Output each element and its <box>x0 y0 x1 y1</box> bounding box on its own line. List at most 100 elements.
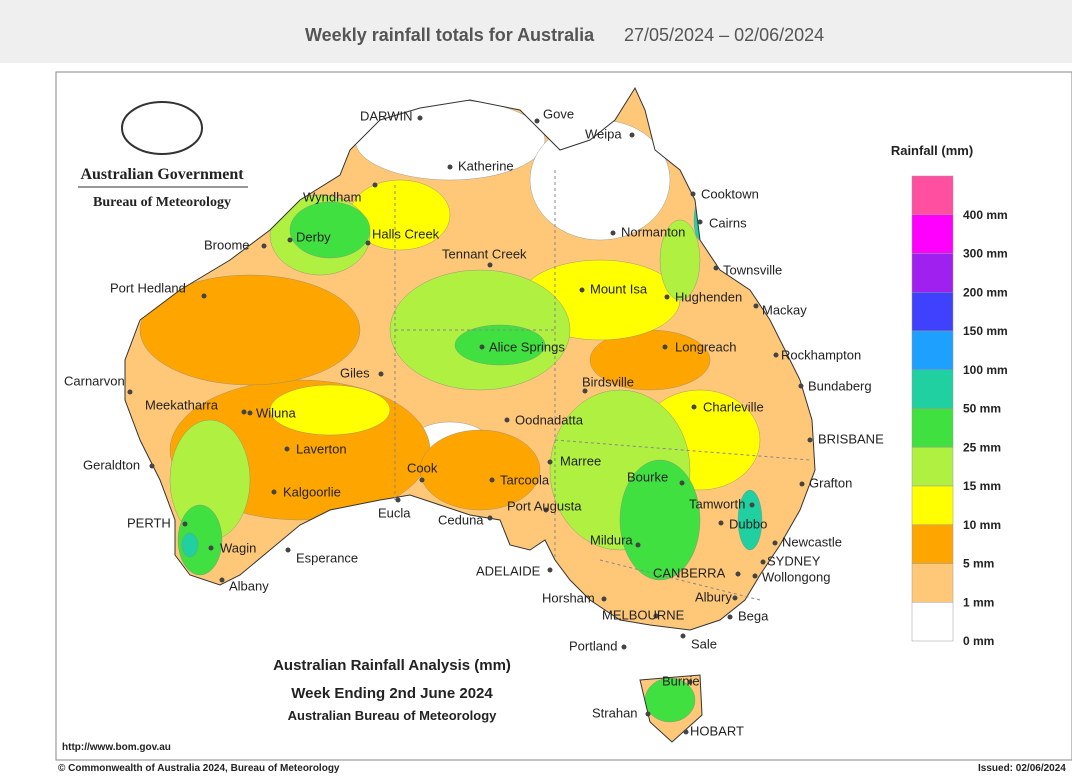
city-label: Wollongong <box>762 569 830 584</box>
city-dot <box>149 463 155 469</box>
city-label: Normanton <box>621 224 685 239</box>
city-dot <box>662 344 668 350</box>
legend-swatch <box>911 485 954 525</box>
city-dot <box>732 595 738 601</box>
city-label: Longreach <box>675 339 736 354</box>
city-dot <box>653 613 659 619</box>
rainfall-zone <box>659 219 701 301</box>
legend-label: 0 mm <box>963 634 994 648</box>
city-dot <box>635 542 641 548</box>
rainfall-zone <box>181 532 199 558</box>
city-dot <box>601 596 607 602</box>
city-dot <box>287 237 293 243</box>
legend-label: 200 mm <box>963 285 1008 299</box>
city-dot <box>271 489 277 495</box>
legend-label: 10 mm <box>963 518 1001 532</box>
city-dot <box>713 265 719 271</box>
city-dot <box>247 410 253 416</box>
city-dot <box>543 507 549 513</box>
city-label: Albury <box>695 589 732 604</box>
copyright: © Commonwealth of Australia 2024, Bureau… <box>58 763 340 774</box>
city-label: Eucla <box>378 505 411 520</box>
city-label: Mildura <box>590 532 633 547</box>
city-dot <box>772 540 778 546</box>
logo-agency: Australian Government <box>80 166 244 183</box>
city-dot <box>735 571 741 577</box>
legend-label: 100 mm <box>963 363 1008 377</box>
legend-swatch <box>911 214 954 254</box>
city-label: Geraldton <box>83 457 140 472</box>
legend-label: 25 mm <box>963 440 1001 454</box>
city-label: Marree <box>560 453 601 468</box>
city-label: Oodnadatta <box>515 412 584 427</box>
city-dot <box>621 644 627 650</box>
city-label: Townsville <box>723 262 782 277</box>
city-dot <box>182 521 188 527</box>
city-dot <box>241 409 247 415</box>
rainfall-zone <box>619 459 701 581</box>
city-label: HOBART <box>690 723 744 738</box>
city-dot <box>752 573 758 579</box>
city-dot <box>697 219 703 225</box>
city-dot <box>582 388 588 394</box>
city-label: Carnarvon <box>64 373 125 388</box>
city-dot <box>534 118 540 124</box>
city-dot <box>760 559 766 565</box>
city-dot <box>219 577 225 583</box>
city-label: Port Hedland <box>110 280 186 295</box>
city-dot <box>372 182 378 188</box>
rainfall-zone <box>139 274 361 386</box>
rainfall-zone <box>269 384 391 436</box>
city-label: Dubbo <box>729 516 767 531</box>
city-label: Laverton <box>296 441 347 456</box>
city-dot <box>504 417 510 423</box>
map-subtitle: Week Ending 2nd June 2024 <box>291 685 493 702</box>
url: http://www.bom.gov.au <box>62 742 171 753</box>
city-label: Sale <box>691 636 717 651</box>
logo: Australian Government Bureau of Meteorol… <box>78 101 248 210</box>
city-label: Meekatharra <box>145 397 219 412</box>
city-dot <box>749 502 755 508</box>
city-label: Birdsville <box>582 374 634 389</box>
city-dot <box>395 497 401 503</box>
city-label: Hughenden <box>675 289 742 304</box>
city-label: Newcastle <box>782 534 842 549</box>
city-dot <box>489 477 495 483</box>
city-dot <box>687 679 693 685</box>
city-dot <box>579 287 585 293</box>
legend: 400 mm 300 mm 200 mm 150 mm 100 mm 50 mm 25 mm… <box>911 175 1008 648</box>
legend-swatch <box>911 330 954 370</box>
city-label: Mount Isa <box>590 281 648 296</box>
city-label: Wagin <box>220 540 256 555</box>
city-dot <box>807 437 813 443</box>
city-dot <box>727 614 733 620</box>
rainfall-zone <box>454 324 546 366</box>
legend-label: 50 mm <box>963 402 1001 416</box>
city-label: Weipa <box>585 126 622 141</box>
map-title: Australian Rainfall Analysis (mm) <box>273 657 511 674</box>
city-label: Albany <box>229 578 269 593</box>
city-dot <box>629 132 635 138</box>
legend-swatch <box>911 408 954 448</box>
header-date: 27/05/2024 – 02/06/2024 <box>624 25 825 45</box>
city-label: Strahan <box>592 705 638 720</box>
city-label: Wyndham <box>303 189 361 204</box>
map-source: Australian Bureau of Meteorology <box>288 708 498 723</box>
city-dot <box>284 446 290 452</box>
city-label: SYDNEY <box>767 553 821 568</box>
city-dot <box>378 371 384 377</box>
coat-of-arms <box>121 101 203 155</box>
rainfall-zone <box>419 429 541 511</box>
state-borders <box>394 170 811 601</box>
header-title: Weekly rainfall totals for Australia <box>305 25 595 45</box>
city-dot <box>201 293 207 299</box>
city-dot <box>261 243 267 249</box>
city-label: BRISBANE <box>818 431 884 446</box>
rainfall-zone <box>177 504 223 576</box>
city-label: Kalgoorlie <box>283 484 341 499</box>
city-dot <box>487 262 493 268</box>
city-label: Cooktown <box>701 186 759 201</box>
city-label: ADELAIDE <box>476 563 541 578</box>
legend-swatch <box>911 602 954 642</box>
city-dot <box>680 633 686 639</box>
